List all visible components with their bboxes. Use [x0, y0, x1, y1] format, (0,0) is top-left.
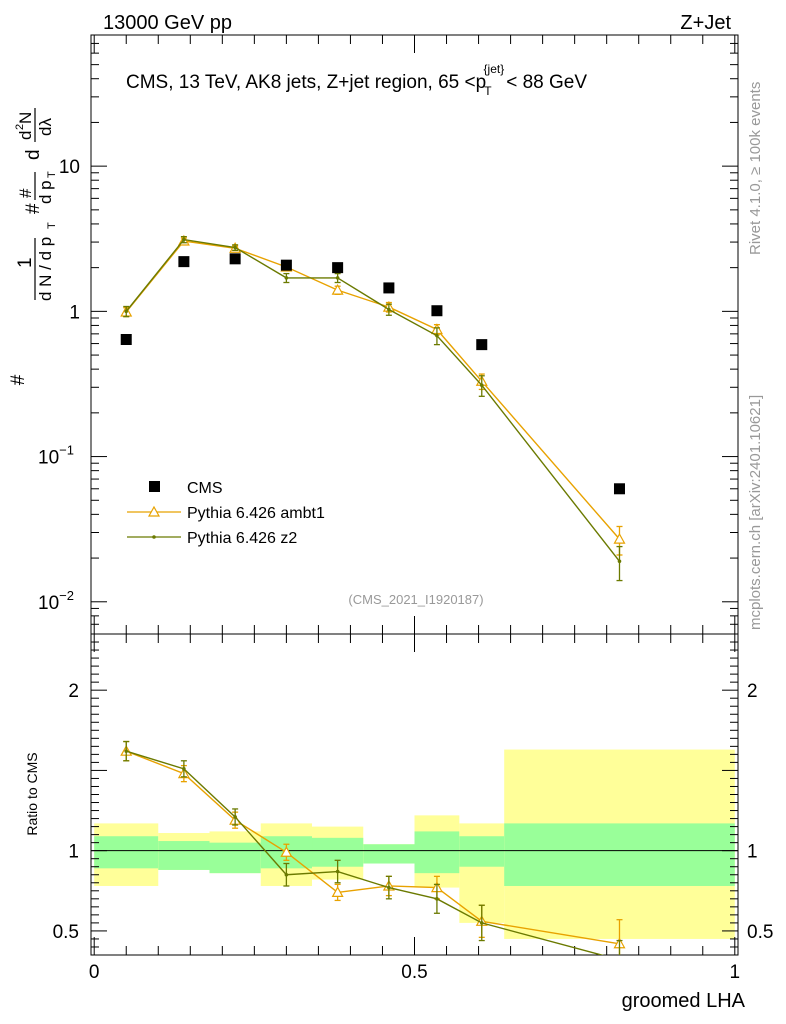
- ratio-ytick-label-left: 2: [68, 681, 79, 702]
- legend-marker-ambt1: [147, 505, 161, 517]
- svg-text:2: 2: [14, 124, 26, 130]
- ratio-ytick-label-left: 1: [68, 842, 79, 863]
- plot-title-pt: p: [476, 72, 487, 93]
- z2-ratio-point: [618, 958, 622, 962]
- header-right: Z+Jet: [680, 12, 731, 34]
- cms-point: [613, 483, 625, 495]
- main-ylabel-body: 1 d N / d p T # # d p T d d 2 N dλ: [14, 108, 58, 301]
- ratio-ylabel: Ratio to CMS: [24, 752, 40, 835]
- z2-ratio-point: [284, 872, 289, 877]
- main-ytick-exp: −1: [59, 443, 74, 458]
- band-inner: [94, 836, 159, 869]
- main-ytick-exp: −2: [59, 588, 74, 603]
- cms-point: [120, 334, 132, 346]
- main-ytick-label: 10−2: [38, 588, 74, 614]
- z2-point: [387, 307, 391, 312]
- plot-title-pt-sub: T: [484, 84, 492, 98]
- cms-point: [229, 253, 241, 265]
- z2-ratio-point: [335, 869, 340, 874]
- svg-text:N: N: [16, 112, 35, 124]
- cms-point: [178, 256, 190, 268]
- z2-ratio-point: [233, 815, 237, 819]
- ratio-xtick-label: 0.5: [401, 962, 427, 983]
- band-inner: [209, 842, 261, 874]
- band-inner: [504, 823, 735, 886]
- analysis-tag: (CMS_2021_I1920187): [348, 592, 483, 607]
- ratio-series: [120, 740, 626, 962]
- svg-text:#: #: [16, 188, 35, 198]
- ratio-ytick-label-left: 0.5: [53, 922, 79, 943]
- z2-ratio-point: [182, 767, 186, 771]
- ratio-ytick-label-right: 1: [747, 842, 758, 863]
- z2-point: [124, 309, 129, 314]
- legend-label-ambt1: Pythia 6.426 ambt1: [187, 505, 325, 522]
- band-inner: [459, 836, 505, 867]
- main-series: [120, 234, 626, 582]
- legend: CMS Pythia 6.426 ambt1 Pythia 6.426 z2: [127, 480, 325, 547]
- main-ytick-base: 1: [69, 302, 80, 323]
- svg-text:d p: d p: [36, 180, 55, 204]
- cms-point: [280, 259, 292, 271]
- svg-text:T: T: [46, 171, 58, 178]
- z2-point: [233, 245, 237, 250]
- cms-point: [383, 282, 395, 294]
- main-ytick-label: 10: [59, 157, 80, 178]
- legend-label-z2: Pythia 6.426 z2: [187, 530, 297, 547]
- ambt1-ratio-point: [280, 846, 293, 857]
- svg-text:#: #: [8, 374, 29, 385]
- main-ytick-base: 10: [38, 448, 59, 469]
- ylabel-hash-1: #: [8, 374, 29, 385]
- ratio-xtick-label: 0: [89, 962, 100, 983]
- z2-point: [479, 383, 484, 388]
- ratio-ytick-label-right: 0.5: [747, 922, 773, 943]
- svg-text:d: d: [16, 131, 35, 140]
- ambt1-point: [331, 283, 344, 295]
- ambt1-ratio-point: [331, 886, 344, 898]
- z2-point: [284, 276, 289, 280]
- rivet-label: Rivet 4.1.0, ≥ 100k events: [747, 82, 764, 255]
- z2-point: [435, 333, 439, 338]
- ratio-xtick-label: 1: [730, 962, 741, 983]
- svg-text:d N / d p: d N / d p: [36, 237, 55, 301]
- cms-point: [476, 339, 488, 351]
- plot-title: CMS, 13 TeV, AK8 jets, Z+jet region, 65 …: [126, 62, 587, 98]
- z2-point: [182, 237, 186, 242]
- legend-marker-z2: [152, 535, 156, 539]
- main-ytick-base: 10: [59, 157, 80, 178]
- z2-point: [617, 559, 622, 564]
- legend-marker-cms: [149, 481, 160, 492]
- svg-text:#: #: [23, 203, 44, 214]
- z2-point: [335, 276, 340, 280]
- z2-ratio-point: [479, 921, 484, 925]
- main-ytick-base: 10: [38, 593, 59, 614]
- main-ylabel: #: [8, 374, 29, 385]
- svg-text:dλ: dλ: [36, 118, 55, 136]
- mcplots-label: mcplots.cern.ch [arXiv:2401.10621]: [747, 395, 764, 630]
- ratio-ytick-label-right: 2: [747, 681, 758, 702]
- cms-point: [431, 305, 443, 317]
- svg-text:T: T: [46, 222, 58, 229]
- ambt1-point: [613, 532, 626, 544]
- main-ytick-label: 10−1: [38, 443, 74, 469]
- plot-title-pt-sup: {jet}: [484, 62, 505, 76]
- band-inner: [414, 831, 460, 874]
- legend-label-cms: CMS: [187, 480, 223, 497]
- main-ytick-label: 1: [69, 302, 80, 323]
- z2-ratio-point: [435, 897, 439, 901]
- band-inner: [363, 844, 415, 864]
- cms-point: [332, 262, 344, 274]
- z2-ratio-point: [387, 885, 391, 890]
- svg-text:1: 1: [15, 257, 36, 268]
- plot-title-suffix: < 88 GeV: [506, 72, 587, 93]
- plot-title-prefix: CMS, 13 TeV, AK8 jets, Z+jet region, 65 …: [126, 72, 476, 93]
- band-inner: [158, 841, 210, 870]
- svg-text:d: d: [23, 149, 44, 160]
- z2-ratio-point: [124, 749, 129, 753]
- header-left: 13000 GeV pp: [103, 12, 232, 34]
- xlabel: groomed LHA: [622, 990, 746, 1012]
